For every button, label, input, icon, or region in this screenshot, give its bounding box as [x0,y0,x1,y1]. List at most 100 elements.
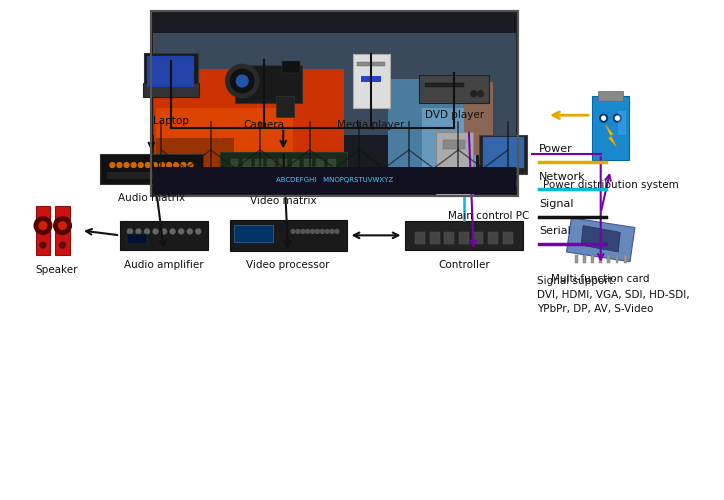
FancyBboxPatch shape [425,83,464,87]
Circle shape [174,162,179,168]
FancyBboxPatch shape [464,82,493,155]
FancyBboxPatch shape [127,234,146,244]
FancyBboxPatch shape [156,138,235,186]
FancyBboxPatch shape [143,83,199,96]
FancyBboxPatch shape [361,76,381,82]
FancyBboxPatch shape [615,255,618,262]
Circle shape [226,64,259,98]
FancyBboxPatch shape [445,232,454,244]
Circle shape [230,70,254,92]
Circle shape [127,229,132,234]
Text: Camera: Camera [243,120,285,130]
FancyBboxPatch shape [618,111,626,135]
FancyBboxPatch shape [235,224,274,242]
FancyBboxPatch shape [279,158,287,170]
Circle shape [179,229,184,234]
Circle shape [291,230,295,234]
FancyBboxPatch shape [479,134,528,174]
FancyBboxPatch shape [353,54,390,108]
Circle shape [161,229,167,234]
FancyBboxPatch shape [503,232,513,244]
Circle shape [39,222,47,230]
FancyBboxPatch shape [151,10,518,196]
Circle shape [195,229,201,234]
Circle shape [153,162,157,168]
FancyBboxPatch shape [156,108,293,176]
Text: Serial: Serial [539,226,571,236]
Circle shape [335,230,339,234]
FancyBboxPatch shape [599,255,602,262]
Polygon shape [605,125,616,146]
Circle shape [167,162,172,168]
FancyBboxPatch shape [358,62,385,66]
FancyBboxPatch shape [292,158,299,170]
FancyBboxPatch shape [153,33,515,135]
FancyBboxPatch shape [405,220,523,250]
FancyBboxPatch shape [489,232,498,244]
FancyBboxPatch shape [230,220,347,251]
FancyBboxPatch shape [153,70,345,167]
Circle shape [236,75,248,87]
FancyBboxPatch shape [499,168,507,183]
FancyBboxPatch shape [282,62,300,73]
Circle shape [146,162,151,168]
Text: Audio amplifier: Audio amplifier [125,260,204,270]
FancyBboxPatch shape [583,255,586,262]
FancyBboxPatch shape [388,79,471,167]
Circle shape [188,229,192,234]
Text: Video matrix: Video matrix [250,196,316,206]
Circle shape [296,230,300,234]
Circle shape [54,217,71,234]
FancyBboxPatch shape [235,66,302,102]
FancyBboxPatch shape [482,136,523,168]
FancyBboxPatch shape [316,158,324,170]
Circle shape [145,229,149,234]
Text: Signal: Signal [539,199,573,209]
Circle shape [311,230,314,234]
Circle shape [138,162,143,168]
Circle shape [159,162,164,168]
Text: Controller: Controller [438,260,490,270]
FancyBboxPatch shape [230,177,337,184]
Text: Laptop: Laptop [153,116,189,126]
FancyBboxPatch shape [591,255,594,262]
Text: Power: Power [539,144,573,154]
FancyBboxPatch shape [277,96,294,117]
Circle shape [321,230,324,234]
FancyBboxPatch shape [148,56,194,87]
FancyBboxPatch shape [255,158,263,170]
FancyBboxPatch shape [100,154,203,184]
Circle shape [34,217,52,234]
Text: ABCDEFGHI   MNOPQRSTUVWXYZ: ABCDEFGHI MNOPQRSTUVWXYZ [276,176,393,182]
FancyBboxPatch shape [107,172,195,179]
Circle shape [471,91,476,96]
Text: Audio matrix: Audio matrix [118,194,185,203]
Circle shape [59,222,67,230]
FancyBboxPatch shape [419,75,489,102]
Circle shape [478,91,484,96]
FancyBboxPatch shape [459,232,469,244]
Circle shape [613,114,621,122]
FancyBboxPatch shape [328,158,336,170]
FancyBboxPatch shape [430,232,439,244]
Text: Power distribution system: Power distribution system [542,180,678,190]
Circle shape [325,230,329,234]
Circle shape [188,162,193,168]
Circle shape [59,242,65,248]
Text: Media player: Media player [337,120,405,130]
Circle shape [40,242,46,248]
Text: Video processor: Video processor [246,260,330,270]
FancyBboxPatch shape [267,158,275,170]
Circle shape [306,230,310,234]
Circle shape [181,162,186,168]
FancyBboxPatch shape [422,108,476,167]
Polygon shape [581,226,620,252]
FancyBboxPatch shape [153,167,515,194]
Circle shape [330,230,334,234]
Circle shape [170,229,175,234]
FancyBboxPatch shape [592,96,629,160]
FancyBboxPatch shape [304,158,311,170]
Circle shape [301,230,305,234]
Circle shape [153,229,158,234]
FancyBboxPatch shape [623,255,626,262]
